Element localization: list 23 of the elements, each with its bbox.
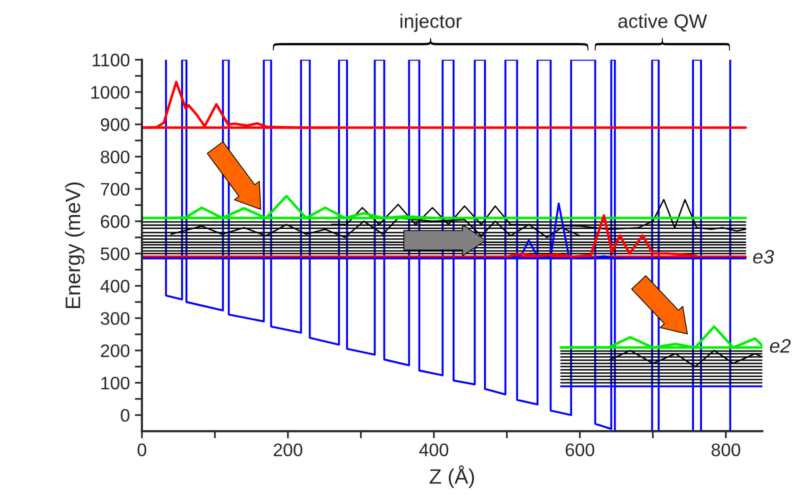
y-tick-label: 900	[100, 118, 130, 132]
y-tick-label: 1000	[91, 86, 130, 99]
y-tick-label: 100	[101, 376, 130, 390]
y-tick-label: 800	[100, 150, 130, 164]
y-tick-label: 300	[100, 312, 130, 325]
y-axis-title: Energy (meV)	[64, 182, 84, 308]
x-axis-title: Z (Å)	[430, 465, 474, 488]
x-tick-label: 800	[712, 444, 740, 456]
x-tick-label: 0	[138, 444, 146, 456]
y-tick-label: 600	[100, 215, 130, 228]
annotation: e3	[753, 250, 774, 264]
y-tick-label: 400	[100, 280, 130, 293]
x-tick-label: 200	[274, 444, 302, 456]
y-tick-label: 200	[100, 344, 130, 358]
text: injector	[400, 14, 462, 32]
y-tick-label: 1100	[92, 54, 130, 66]
annotation: e2	[770, 339, 791, 353]
x-tick-label: 600	[566, 444, 594, 456]
y-tick-label: 500	[100, 247, 130, 260]
text: active QW	[618, 14, 708, 32]
y-tick-label: 0	[120, 409, 130, 422]
y-tick-label: 700	[100, 182, 130, 196]
x-tick-label: 400	[419, 444, 448, 456]
